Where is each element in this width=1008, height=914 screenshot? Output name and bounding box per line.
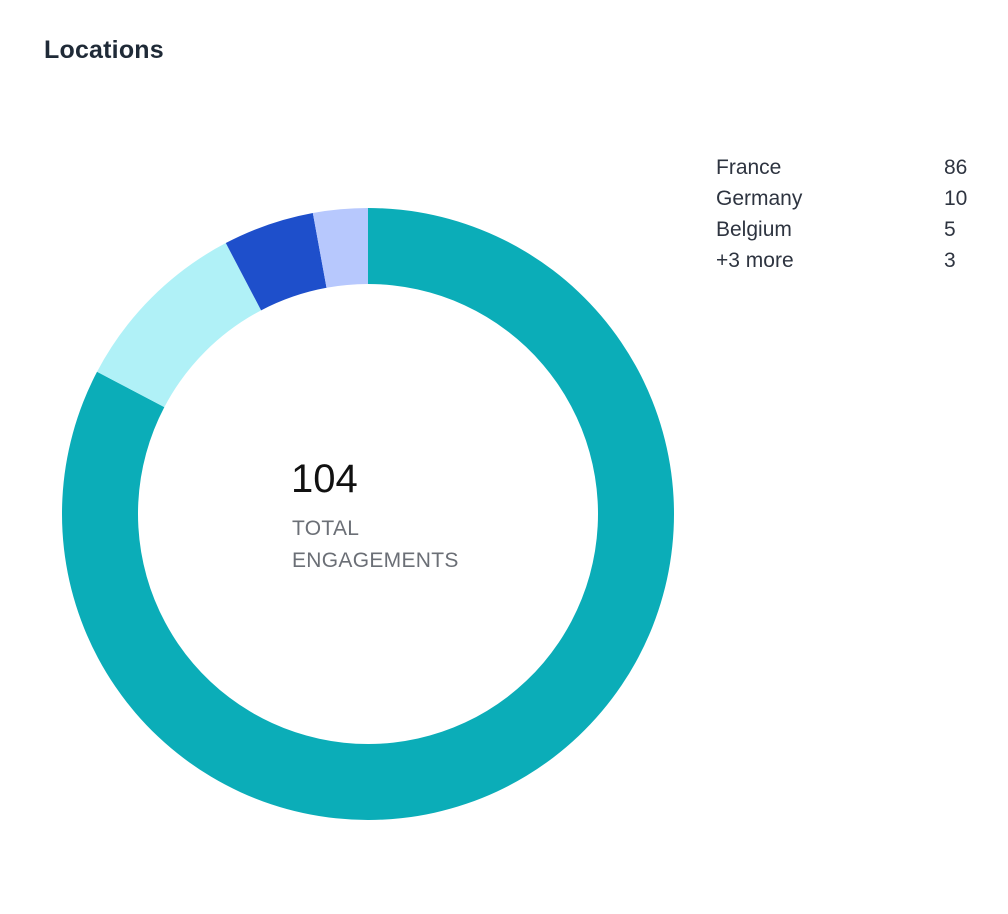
legend-item: Belgium 5 [716, 214, 986, 245]
card-title: Locations [44, 36, 164, 64]
legend-item-value: 5 [944, 218, 956, 241]
legend-item-label: Germany [716, 187, 803, 210]
donut-slice-germany[interactable] [97, 243, 262, 408]
total-engagements-value: 104 [291, 457, 358, 501]
legend-item-value: 86 [944, 156, 968, 179]
total-engagements-label: TOTAL ENGAGEMENTS [292, 517, 459, 572]
donut-slice-belgium[interactable] [225, 213, 327, 311]
legend-item-label: France [716, 156, 782, 179]
legend-item-label: Belgium [716, 218, 792, 241]
legend-item-value: 10 [944, 187, 968, 210]
chart-legend: France 86 Germany 10 Belgium 5 +3 more 3 [716, 152, 986, 276]
legend-more-link[interactable]: +3 more [716, 249, 794, 272]
legend-item-value: 3 [944, 249, 956, 272]
donut-slice-3-more[interactable] [312, 208, 368, 288]
legend-item: France 86 [716, 152, 986, 183]
legend-item[interactable]: +3 more 3 [716, 245, 986, 276]
legend-item: Germany 10 [716, 183, 986, 214]
